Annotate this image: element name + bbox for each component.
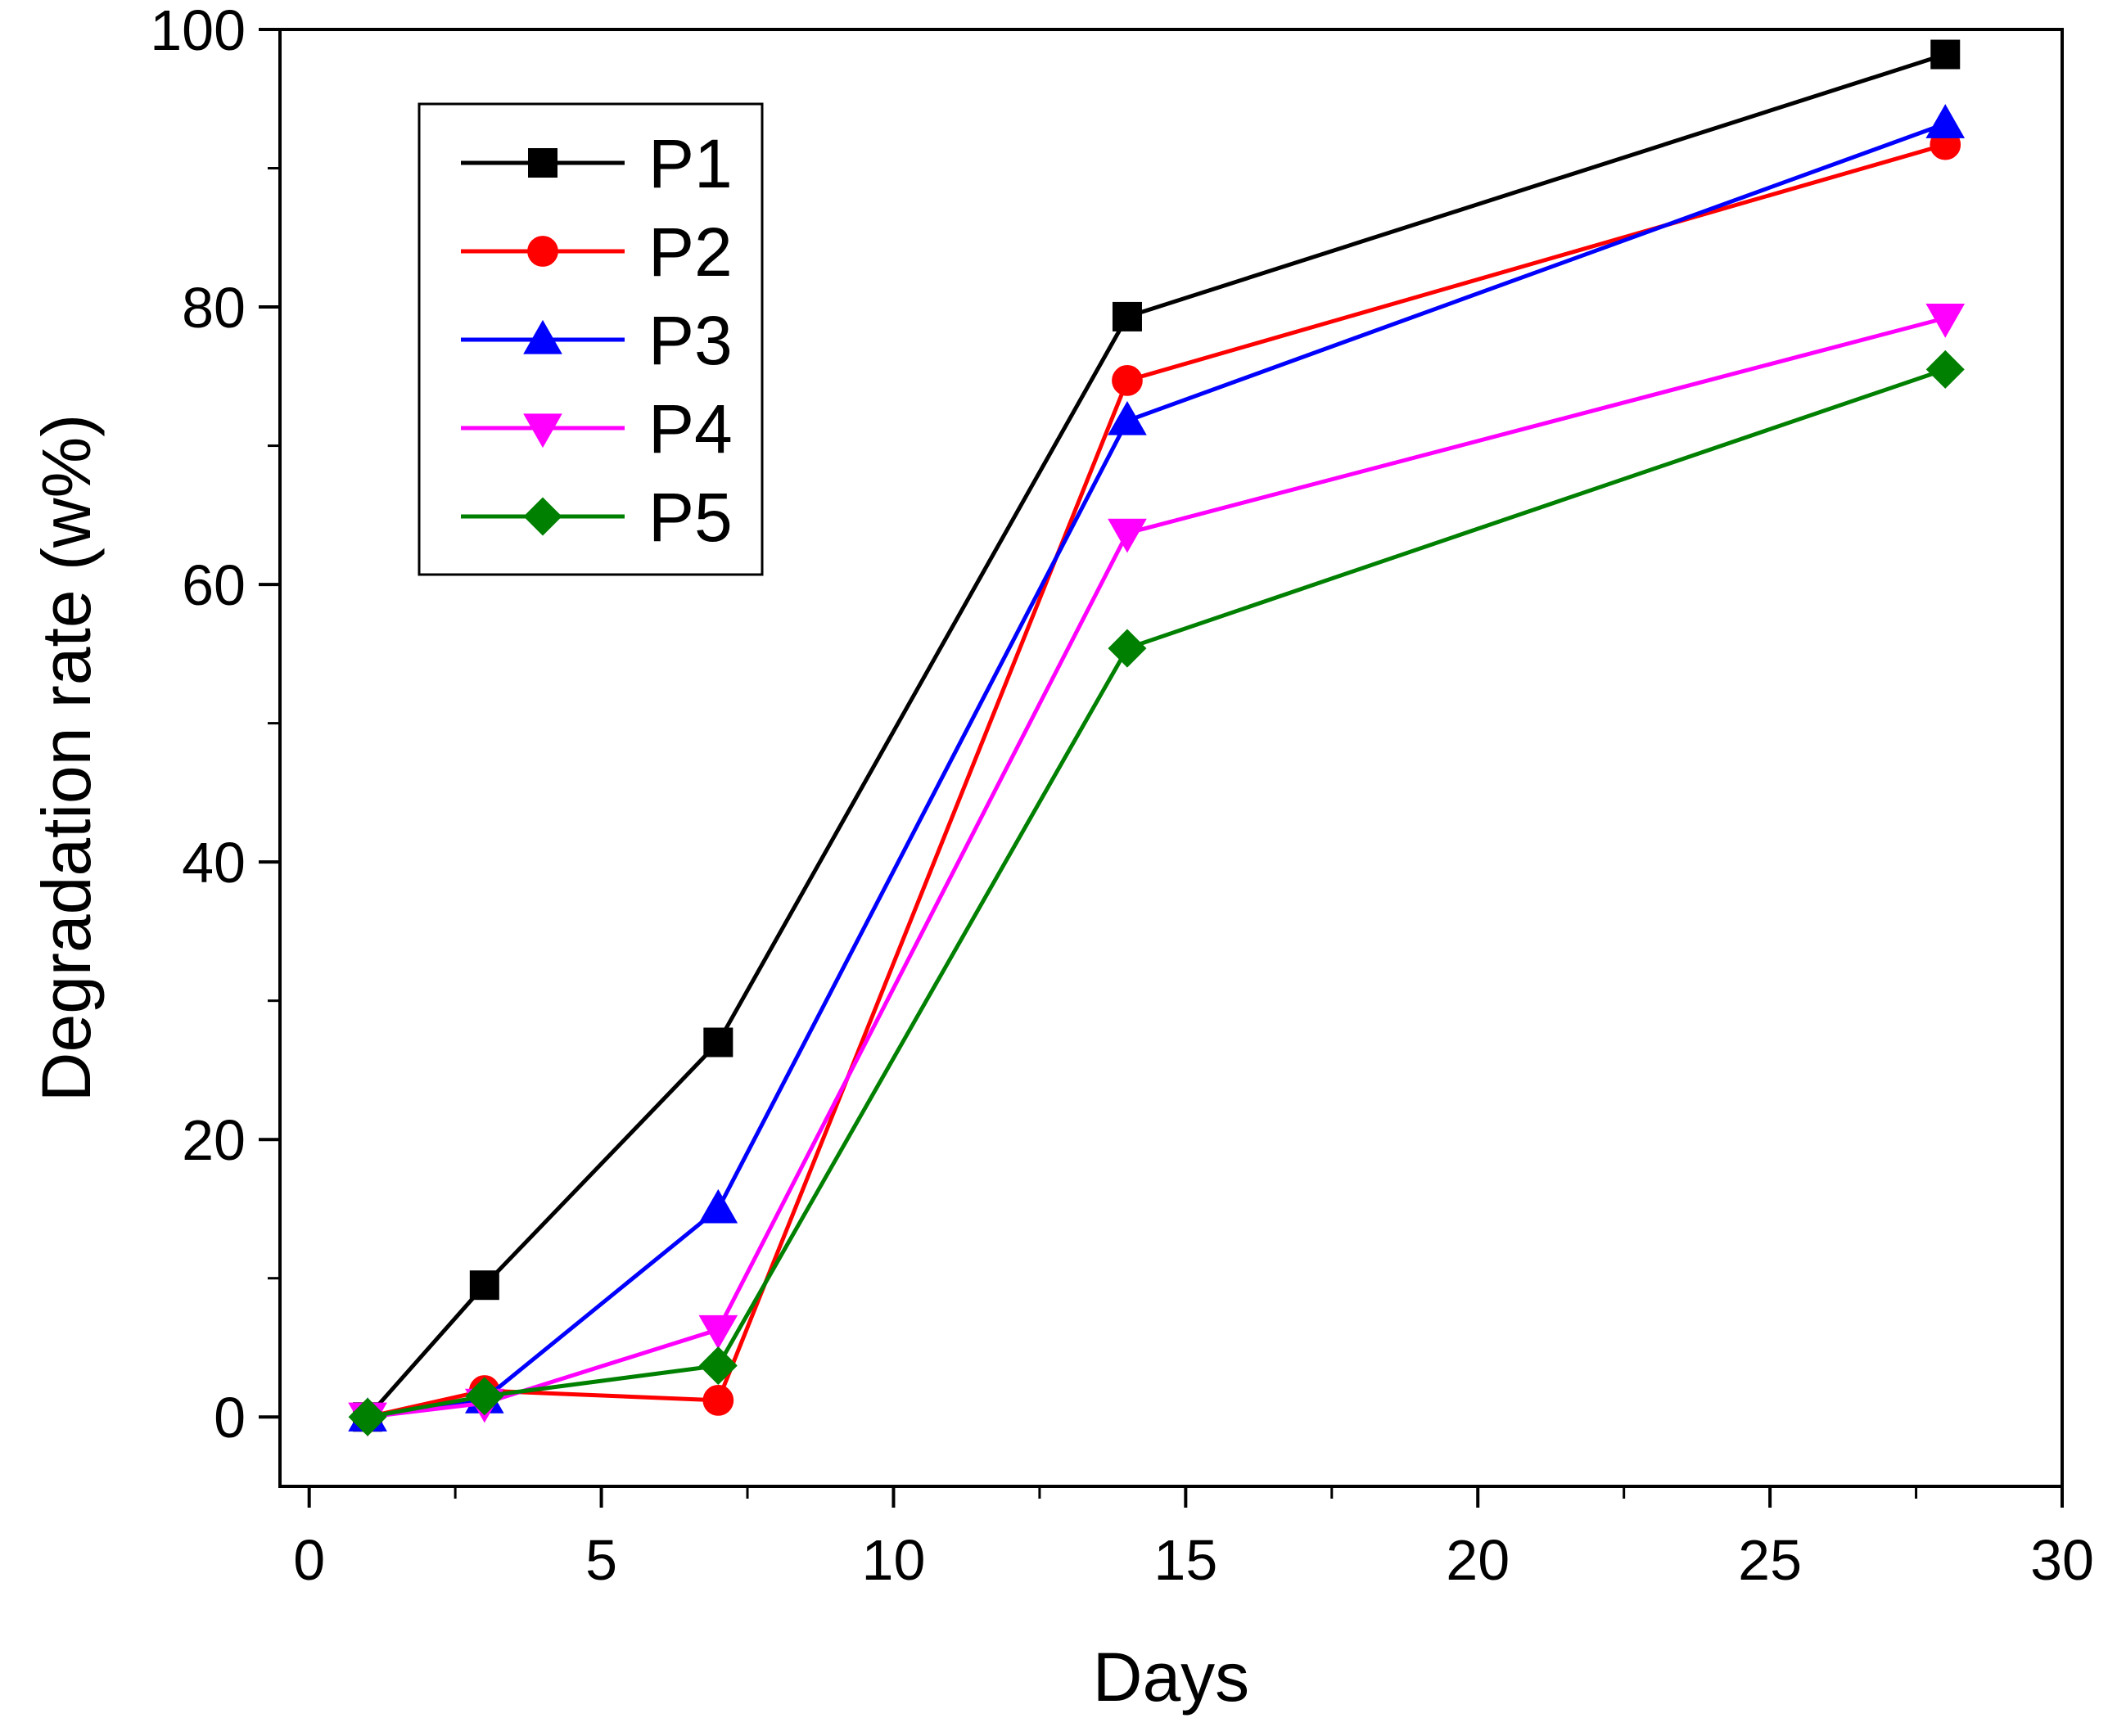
x-tick-label: 0 [293, 1528, 325, 1592]
data-point [1925, 104, 1966, 138]
y-tick-label: 40 [182, 831, 246, 895]
legend-marker [523, 413, 562, 449]
data-point [703, 1027, 734, 1057]
data-point [702, 1385, 734, 1416]
legend-marker [527, 236, 558, 267]
data-point [698, 1314, 738, 1350]
data-point [1108, 629, 1147, 668]
x-tick-label: 20 [1446, 1528, 1510, 1592]
y-tick-label: 100 [150, 0, 246, 62]
legend-marker [523, 497, 562, 536]
y-axis-title: Degradation rate (w%) [28, 414, 105, 1102]
legend-item-p3: P3 [461, 302, 733, 379]
y-tick-label: 80 [182, 276, 246, 340]
legend-item-p4: P4 [461, 390, 733, 467]
data-point [348, 1397, 387, 1436]
data-point [1112, 301, 1142, 331]
data-point [698, 1188, 738, 1224]
x-tick-label: 5 [585, 1528, 617, 1592]
legend: P1 P2 P3 P4 P5 [418, 102, 764, 576]
legend-label: P5 [648, 479, 733, 556]
legend-item-p2: P2 [461, 214, 733, 291]
x-tick-label: 30 [2030, 1528, 2094, 1592]
legend-label: P1 [648, 125, 733, 202]
legend-item-p1: P1 [461, 125, 733, 202]
legend-label: P2 [648, 214, 733, 291]
y-tick-label: 20 [182, 1108, 246, 1172]
x-tick-label: 15 [1153, 1528, 1217, 1592]
data-point [1112, 365, 1143, 396]
x-tick-label: 25 [1738, 1528, 1802, 1592]
series-p5 [348, 349, 1965, 1436]
legend-marker [523, 319, 562, 354]
series-layer [348, 39, 1966, 1437]
data-point [1108, 400, 1147, 435]
legend-marker [528, 148, 557, 178]
legend-item-p5: P5 [461, 479, 733, 556]
data-point [1108, 518, 1147, 553]
legend-items: P1 P2 P3 P4 P5 [461, 125, 733, 556]
data-point [465, 1377, 504, 1416]
legend-label: P4 [648, 390, 733, 467]
data-point [1930, 39, 1961, 70]
legend-label: P3 [648, 302, 733, 379]
y-tick-label: 60 [182, 553, 246, 617]
axis-ticks: 0 5 10 15 20 25 30 0 20 40 60 80 100 [150, 0, 2094, 1592]
x-tick-label: 10 [862, 1528, 926, 1592]
data-point [469, 1270, 499, 1301]
data-point [698, 1346, 738, 1386]
data-point [1925, 349, 1965, 389]
data-point [1925, 304, 1966, 338]
plot-area-frame [278, 28, 2064, 1488]
y-tick-label: 0 [214, 1386, 246, 1450]
x-axis-title: Days [1093, 1639, 1249, 1716]
